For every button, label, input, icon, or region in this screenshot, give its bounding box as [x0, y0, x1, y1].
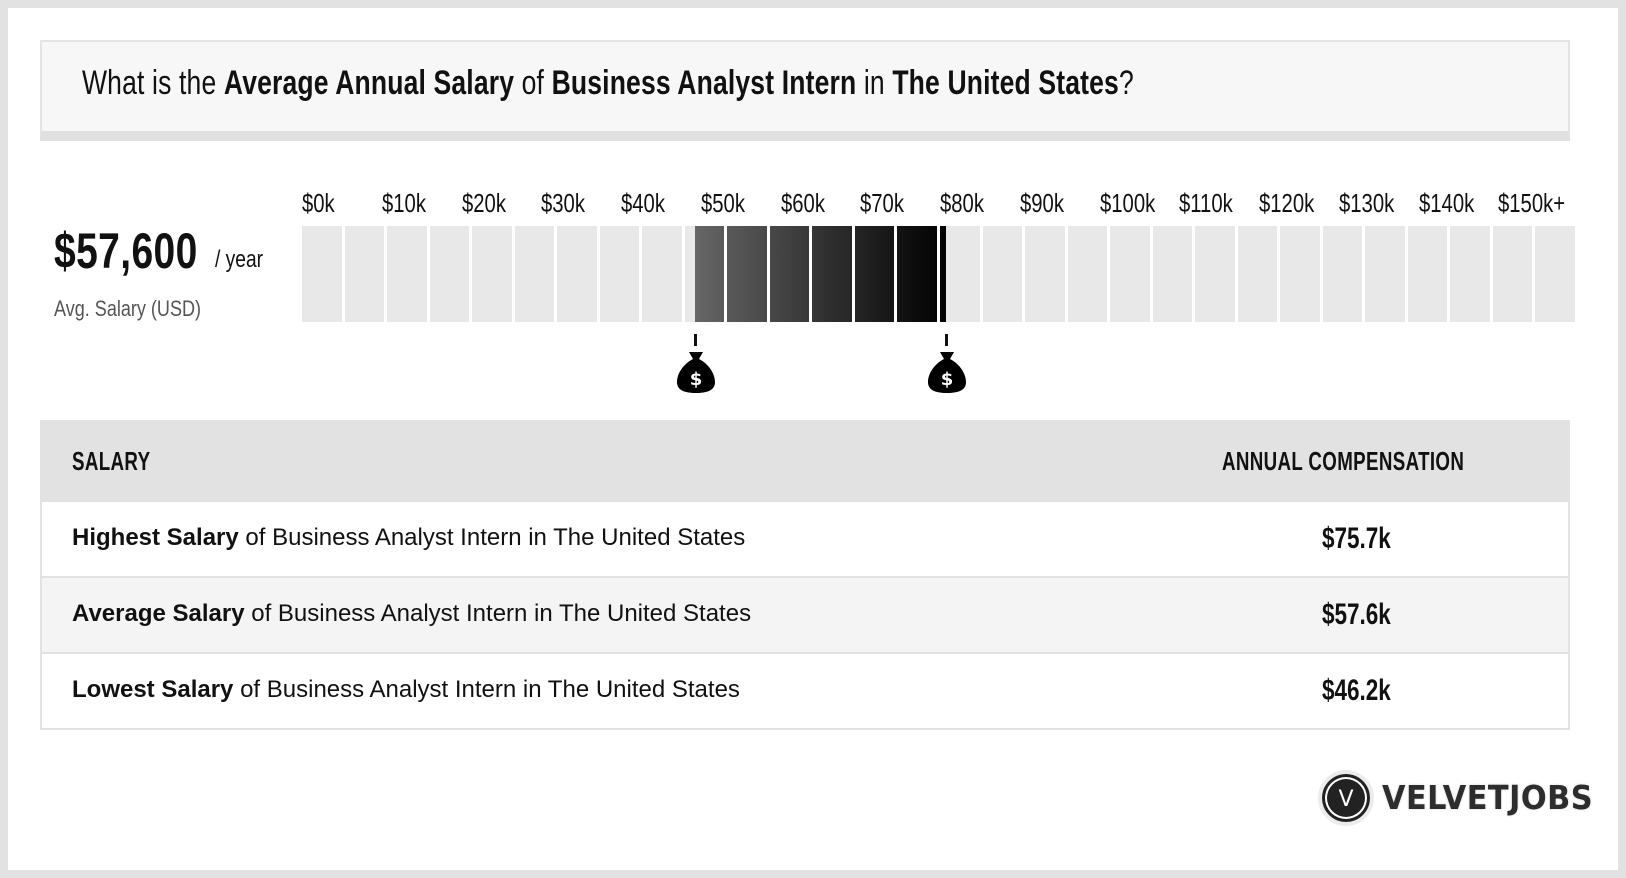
marker-stem — [944, 334, 948, 346]
bar-segment — [1365, 226, 1405, 322]
salary-range-fill — [769, 226, 810, 322]
table-header: SALARY ANNUAL COMPENSATION — [42, 420, 1568, 500]
bar-segment — [429, 226, 470, 322]
title-part: in — [856, 64, 893, 102]
marker-stem — [694, 334, 697, 346]
salary-range-fill — [897, 226, 937, 322]
bar-segment — [344, 226, 385, 322]
average-salary-label: Avg. Salary (USD) — [54, 296, 202, 321]
row-label-rest: of Business Analyst Intern in The United… — [238, 524, 746, 551]
scale-tick: $120k — [1259, 188, 1315, 218]
average-salary: $57,600 / year — [54, 222, 263, 280]
money-bag-icon: $ — [677, 352, 715, 393]
bar-segment — [1025, 226, 1065, 322]
title-part-bold: Business Analyst Intern — [551, 64, 857, 102]
table-row: Highest Salary of Business Analyst Inter… — [42, 500, 1568, 576]
salary-range-fill — [854, 226, 895, 322]
scale-tick: $0k — [302, 188, 335, 218]
row-label-bold: Average Salary — [72, 600, 245, 627]
bar-segment — [1152, 226, 1193, 322]
money-bag-icon: $ — [927, 352, 966, 393]
table-row: Lowest Salary of Business Analyst Intern… — [42, 652, 1568, 728]
bar-segment — [1237, 226, 1278, 322]
salary-range-fill — [812, 226, 852, 322]
bar-segment — [1110, 226, 1150, 322]
bar-segment — [472, 226, 512, 322]
svg-text:$: $ — [690, 369, 703, 390]
bar-segment — [1535, 226, 1575, 322]
logo-wordmark: VELVETJOBS — [1382, 778, 1594, 817]
bar-segment — [1492, 226, 1533, 322]
average-salary-unit: / year — [215, 246, 264, 273]
salary-range-fill — [727, 226, 767, 322]
salary-table: SALARY ANNUAL COMPENSATION Highest Salar… — [40, 420, 1570, 730]
scale-tick: $90k — [1019, 188, 1064, 218]
row-value: $75.7k — [1322, 522, 1391, 555]
salary-range-fill — [940, 226, 946, 322]
scale-ticks: $0k $10k $20k $30k $40k $50k $60k $70k $80k $90k $… — [302, 188, 1578, 218]
row-label-rest: of Business Analyst Intern in The United… — [244, 600, 752, 627]
bar-segment — [940, 226, 980, 322]
scale-tick: $110k — [1179, 188, 1234, 218]
logo-badge-icon: V — [1318, 770, 1374, 826]
scale-tick: $40k — [621, 188, 665, 218]
title-part: of — [514, 64, 552, 102]
salary-range-fill — [695, 226, 725, 322]
bar-segment — [1195, 226, 1235, 322]
scale-tick: $100k — [1099, 188, 1155, 218]
row-value: $46.2k — [1322, 674, 1391, 707]
page-title: What is the Average Annual Salary of Bus… — [82, 64, 1134, 103]
scale-tick: $50k — [700, 188, 745, 218]
scale-tick: $60k — [780, 188, 825, 218]
bar-segment — [1407, 226, 1448, 322]
table-row: Average Salary of Business Analyst Inter… — [42, 576, 1568, 652]
scale-tick: $20k — [461, 188, 506, 218]
bar-segment — [642, 226, 682, 322]
scale-tick: $70k — [860, 188, 905, 218]
scale-tick: $150k+ — [1498, 188, 1566, 218]
bar-segment — [387, 226, 427, 322]
bar-segment — [514, 226, 555, 322]
scale-tick: $80k — [940, 188, 984, 218]
svg-text:$: $ — [941, 369, 954, 390]
row-label: Lowest Salary of Business Analyst Intern… — [72, 676, 740, 704]
row-label-bold: Lowest Salary — [72, 676, 234, 703]
bar-segment — [982, 226, 1023, 322]
bar-segment — [1322, 226, 1363, 322]
column-header-compensation: ANNUAL COMPENSATION — [1222, 446, 1465, 476]
scale-tick: $130k — [1338, 188, 1395, 218]
logo-letter: V — [1338, 787, 1354, 812]
average-salary-value: $57,600 — [54, 223, 198, 279]
bar-segment — [599, 226, 640, 322]
salary-range-bar — [302, 226, 1578, 322]
scale-tick: $10k — [381, 188, 426, 218]
row-label-bold: Highest Salary — [72, 524, 239, 551]
title-box: What is the Average Annual Salary of Bus… — [40, 40, 1570, 141]
column-header-salary: SALARY — [72, 446, 151, 476]
bar-segment — [1280, 226, 1320, 322]
scale-tick: $30k — [541, 188, 586, 218]
title-part-bold: The United States — [892, 64, 1119, 102]
bar-segment — [302, 226, 342, 322]
row-label: Highest Salary of Business Analyst Inter… — [72, 524, 745, 552]
title-part: ? — [1118, 64, 1134, 102]
bar-segment — [1067, 226, 1108, 322]
title-part: What is the — [82, 64, 224, 102]
bar-segment — [557, 226, 597, 322]
row-value: $57.6k — [1322, 598, 1391, 631]
title-part-bold: Average Annual Salary — [223, 64, 515, 102]
scale-tick: $140k — [1418, 188, 1474, 218]
row-label: Average Salary of Business Analyst Inter… — [72, 600, 751, 628]
bar-segment — [1450, 226, 1490, 322]
row-label-rest: of Business Analyst Intern in The United… — [233, 676, 740, 703]
